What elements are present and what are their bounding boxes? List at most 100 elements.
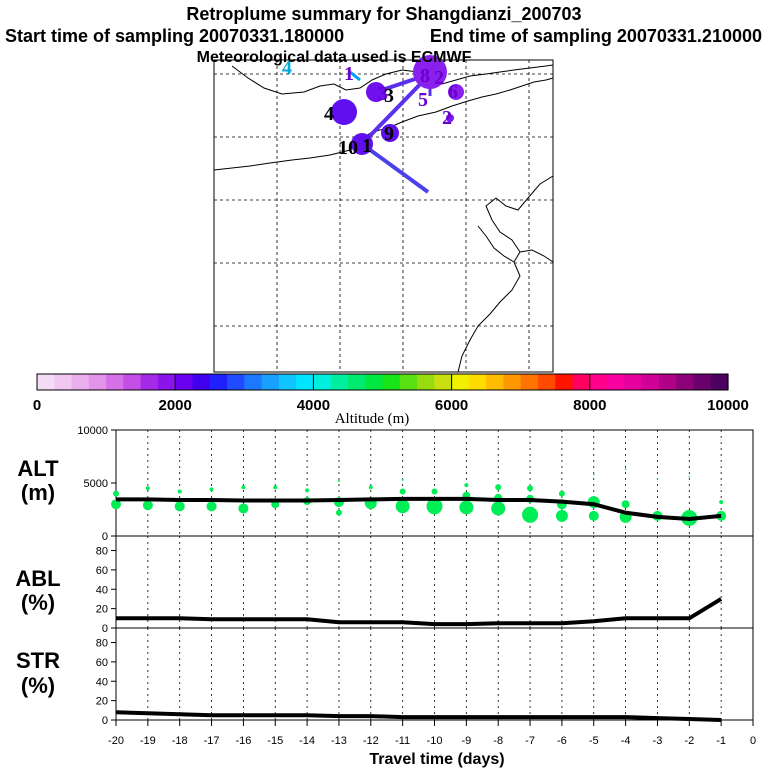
- alt-bubble: [555, 509, 568, 522]
- colorbar-tick-label: 4000: [297, 397, 330, 414]
- alt-bubble: [592, 473, 595, 476]
- plume-bubble: [366, 82, 386, 102]
- y-tick-label: 0: [102, 531, 108, 543]
- plume-bubble: [413, 55, 447, 89]
- colorbar-swatch: [296, 374, 315, 390]
- x-axis-label: Travel time (days): [369, 751, 504, 768]
- y-tick-label: 60: [96, 657, 108, 669]
- plume-bubble: [351, 133, 373, 155]
- colorbar-swatch: [624, 374, 643, 390]
- colorbar-swatch: [607, 374, 625, 390]
- x-tick-label: -3: [653, 735, 663, 747]
- colorbar-tick-label: 2000: [159, 397, 192, 414]
- colorbar-swatch: [710, 374, 729, 390]
- alt-bubble: [335, 509, 342, 516]
- trajectory-segment: [360, 142, 430, 194]
- alt-panel: ALT (m) 0 5000 10000: [17, 425, 754, 543]
- map-panel: 4 1 3 8 2 6 5 2 3 4 10 1 9: [213, 55, 554, 373]
- colorbar-tick-label: 10000: [707, 397, 749, 414]
- x-tick-label: -20: [108, 735, 124, 747]
- alt-bubble: [145, 486, 150, 491]
- colorbar-tick-label: 0: [33, 397, 41, 414]
- str-line: [115, 710, 722, 722]
- x-axis-ticks: -20 -19 -18 -17 -16 -15 -14 -13 -12 -11 -10 -9 -8 -7-…: [108, 720, 756, 747]
- plume-bubbles: [331, 55, 464, 155]
- cluster-label: 1: [344, 63, 354, 85]
- alt-bubble: [368, 485, 373, 490]
- cluster-label: 2: [434, 67, 444, 89]
- alt-bubble: [716, 510, 727, 521]
- colorbar-swatch: [244, 374, 263, 390]
- x-tick-label: -10: [427, 735, 443, 747]
- colorbar-frame: [36, 373, 729, 391]
- y-tick-label: 80: [96, 638, 108, 650]
- str-gridlines: [147, 628, 722, 720]
- alt-bubble: [177, 489, 182, 494]
- colorbar-swatch: [261, 374, 280, 390]
- colorbar-swatch: [365, 374, 384, 390]
- plume-bubble: [446, 114, 454, 122]
- colorbar-swatch: [486, 374, 505, 390]
- alt-y-ticks: 0 5000 10000: [77, 425, 116, 543]
- colorbar-swatch: [106, 374, 124, 390]
- x-tick-label: -13: [331, 735, 347, 747]
- colorbar-swatch: [399, 374, 418, 390]
- colorbar-swatch: [123, 374, 142, 390]
- colorbar-swatch: [227, 374, 245, 390]
- colorbar-ticks: 0 2000 4000 6000 8000 10000: [33, 374, 749, 414]
- map-gridlines: [214, 60, 553, 372]
- map-frame: [213, 59, 554, 373]
- alt-bubble: [527, 485, 534, 492]
- abl-axis-unit: (%): [21, 590, 55, 615]
- map-coastline: [213, 64, 554, 373]
- x-tick-label: -5: [589, 735, 599, 747]
- str-panel: STR (%) 0 20 40 60 80: [16, 627, 754, 727]
- plume-bubble: [448, 84, 464, 100]
- plume-bubble: [331, 99, 357, 125]
- x-tick-label: -12: [363, 735, 379, 747]
- x-tick-label: -6: [557, 735, 567, 747]
- alt-bubble: [431, 488, 438, 495]
- x-tick-label: -8: [493, 735, 503, 747]
- cluster-label: 4: [324, 103, 334, 125]
- alt-bubble: [522, 506, 539, 523]
- y-tick-label: 5000: [84, 478, 108, 490]
- colorbar-swatch: [88, 374, 107, 390]
- colorbar-swatch: [468, 374, 487, 390]
- alt-bubble: [588, 510, 599, 521]
- alt-bubble: [464, 483, 469, 488]
- cluster-label: 2: [442, 107, 452, 129]
- trajectory-segment: [349, 70, 361, 82]
- cluster-labels: 4 1 3 8 2 6 5 2 3 4 10 1 9: [282, 57, 458, 159]
- y-tick-label: 40: [96, 584, 108, 596]
- end-time-label: End time of sampling 20070331.210000: [430, 26, 762, 46]
- x-tick-label: -4: [621, 735, 631, 747]
- y-tick-label: 80: [96, 546, 108, 558]
- colorbar-swatch: [451, 374, 470, 390]
- y-tick-label: 40: [96, 676, 108, 688]
- alt-bubble: [209, 487, 214, 492]
- cluster-label: 6: [448, 81, 458, 103]
- alt-bubble: [688, 475, 691, 478]
- colorbar-swatch: [37, 374, 55, 390]
- alt-bubble: [206, 501, 217, 512]
- x-tick-label: -2: [684, 735, 694, 747]
- colorbar-swatch: [175, 374, 194, 390]
- abl-gridlines: [147, 536, 722, 628]
- str-axis-unit: (%): [21, 673, 55, 698]
- alt-axis-unit: (m): [21, 480, 55, 505]
- colorbar-swatch: [434, 374, 453, 390]
- colorbar-swatch: [209, 374, 228, 390]
- colorbar-swatch: [278, 374, 297, 390]
- colorbar-swatch: [347, 374, 366, 390]
- colorbar-swatch: [658, 374, 677, 390]
- alt-bubble: [719, 500, 724, 505]
- met-data-label: Meteorological data used is ECMWF: [197, 49, 472, 66]
- cluster-label: 5: [418, 89, 428, 111]
- figure-title: Retroplume summary for Shangdianzi_20070…: [186, 4, 581, 24]
- abl-y-ticks: 0 20 40 60 80: [96, 546, 116, 635]
- colorbar-swatch: [555, 374, 574, 390]
- colorbar-swatch: [330, 374, 349, 390]
- colorbar-swatch: [589, 374, 608, 390]
